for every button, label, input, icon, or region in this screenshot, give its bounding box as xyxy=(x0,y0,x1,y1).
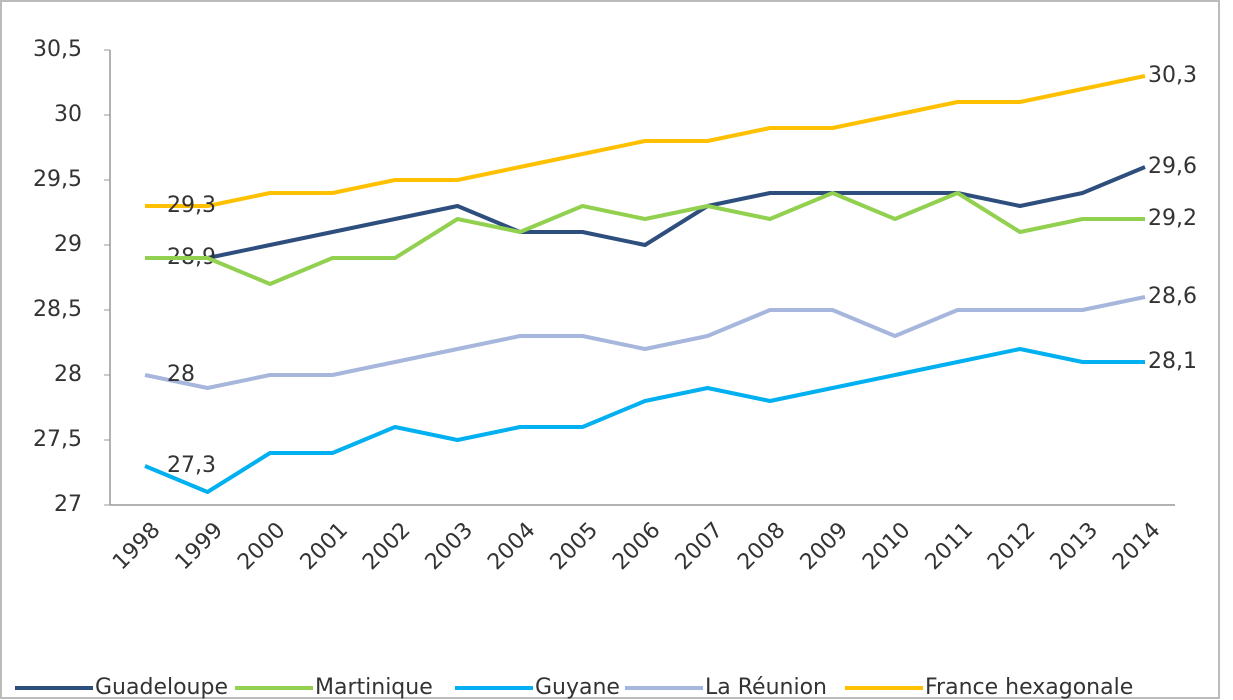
legend-label: Martinique xyxy=(315,675,433,700)
series-line xyxy=(144,347,1145,494)
y-tick-label: 27 xyxy=(54,492,82,517)
x-tick-label: 2002 xyxy=(358,518,415,575)
data-label: 27,3 xyxy=(167,453,216,478)
x-tick-label: 2003 xyxy=(421,518,478,575)
x-tick-label: 2007 xyxy=(671,518,728,575)
data-label: 30,3 xyxy=(1148,63,1197,88)
data-label: 29,2 xyxy=(1148,206,1197,231)
y-tick-label: 29 xyxy=(54,232,82,257)
legend-label: Guyane xyxy=(535,675,620,700)
series-line xyxy=(144,295,1146,390)
x-tick-label: 2013 xyxy=(1046,518,1103,575)
series-line xyxy=(145,191,1145,286)
legend-label: La Réunion xyxy=(705,675,827,700)
x-tick-label: 2006 xyxy=(608,518,665,575)
data-label: 28,1 xyxy=(1148,349,1197,374)
x-tick-label: 2010 xyxy=(858,518,915,575)
x-tick-label: 2012 xyxy=(983,518,1040,575)
data-label: 28 xyxy=(167,362,195,387)
series-line xyxy=(145,165,1146,260)
y-tick-label: 30 xyxy=(54,102,82,127)
x-tick-label: 2000 xyxy=(233,518,290,575)
y-tick-label: 30,5 xyxy=(33,37,82,62)
legend-label: France hexagonale xyxy=(925,675,1133,700)
x-tick-label: 2004 xyxy=(483,518,540,575)
x-tick-label: 2011 xyxy=(921,518,978,575)
x-tick-label: 2014 xyxy=(1108,518,1165,575)
data-label: 28,6 xyxy=(1148,284,1197,309)
series-line xyxy=(145,74,1146,208)
x-tick-label: 1998 xyxy=(108,518,165,575)
x-tick-label: 2005 xyxy=(546,518,603,575)
y-tick-label: 28,5 xyxy=(33,297,82,322)
x-tick-label: 1999 xyxy=(171,518,228,575)
y-tick-label: 28 xyxy=(54,362,82,387)
x-tick-label: 2008 xyxy=(733,518,790,575)
y-tick-label: 27,5 xyxy=(33,427,82,452)
legend-label: Guadeloupe xyxy=(95,675,228,700)
data-label: 29,3 xyxy=(167,193,216,218)
y-tick-label: 29,5 xyxy=(33,167,82,192)
x-tick-label: 2001 xyxy=(296,518,353,575)
x-tick-label: 2009 xyxy=(796,518,853,575)
data-label: 29,6 xyxy=(1148,154,1197,179)
